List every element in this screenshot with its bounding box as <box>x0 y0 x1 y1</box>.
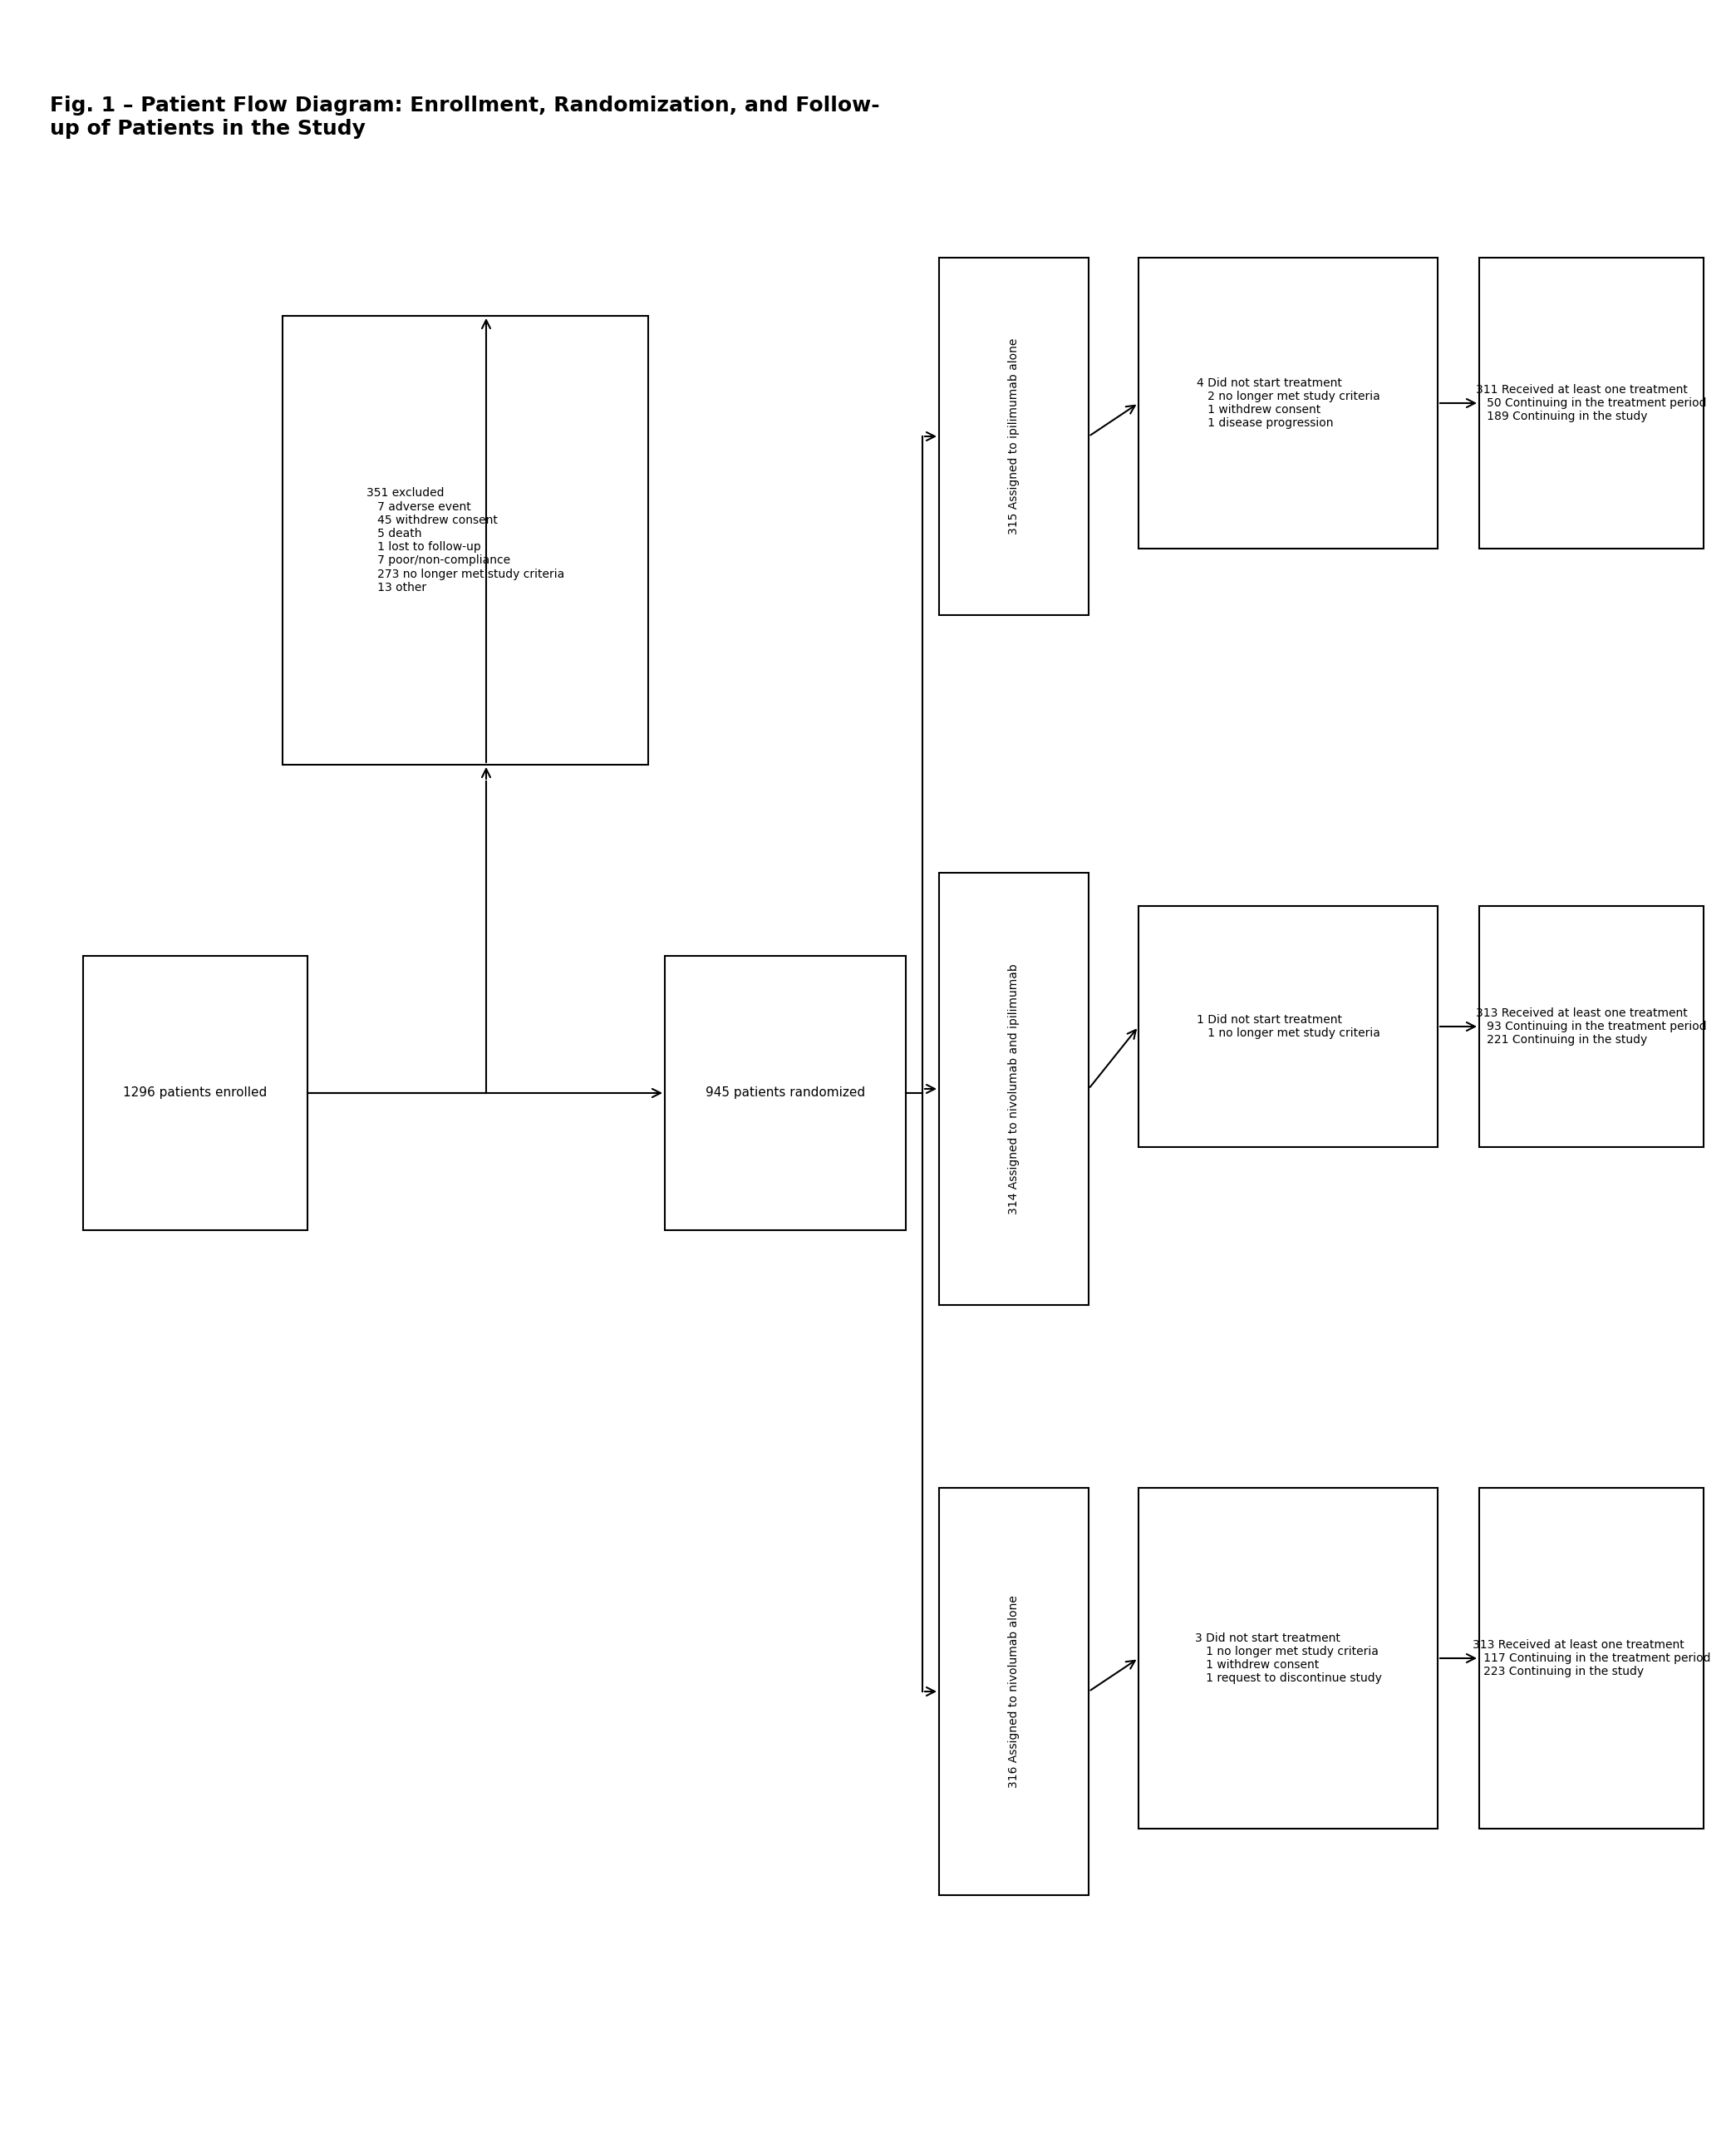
Bar <box>83 955 307 1230</box>
Bar <box>1139 258 1437 550</box>
Bar <box>1479 1488 1703 1829</box>
Text: 1 Did not start treatment
   1 no longer met study criteria: 1 Did not start treatment 1 no longer me… <box>1196 1013 1380 1039</box>
Text: Fig. 1 – Patient Flow Diagram: Enrollment, Randomization, and Follow-
up of Pati: Fig. 1 – Patient Flow Diagram: Enrollmen… <box>50 97 880 140</box>
Bar <box>939 258 1088 614</box>
Text: 313 Received at least one treatment
   117 Continuing in the treatment period
  : 313 Received at least one treatment 117 … <box>1472 1638 1710 1677</box>
Bar <box>1139 1488 1437 1829</box>
Bar <box>1479 258 1703 550</box>
Bar <box>1139 906 1437 1146</box>
Bar <box>939 874 1088 1305</box>
Bar <box>665 955 906 1230</box>
Bar <box>939 1488 1088 1896</box>
Text: 315 Assigned to ipilimumab alone: 315 Assigned to ipilimumab alone <box>1009 337 1019 535</box>
Text: 316 Assigned to nivolumab alone: 316 Assigned to nivolumab alone <box>1009 1595 1019 1788</box>
Bar <box>1479 906 1703 1146</box>
Text: 314 Assigned to nivolumab and ipilimumab: 314 Assigned to nivolumab and ipilimumab <box>1009 964 1019 1215</box>
Text: 313 Received at least one treatment
   93 Continuing in the treatment period
   : 313 Received at least one treatment 93 C… <box>1476 1007 1706 1046</box>
Text: 1296 patients enrolled: 1296 patients enrolled <box>123 1086 267 1099</box>
Text: 351 excluded
   7 adverse event
   45 withdrew consent
   5 death
   1 lost to f: 351 excluded 7 adverse event 45 withdrew… <box>366 487 564 593</box>
Text: 311 Received at least one treatment
   50 Continuing in the treatment period
   : 311 Received at least one treatment 50 C… <box>1476 384 1706 423</box>
Text: 945 patients randomized: 945 patients randomized <box>705 1086 865 1099</box>
Text: 4 Did not start treatment
   2 no longer met study criteria
   1 withdrew consen: 4 Did not start treatment 2 no longer me… <box>1196 378 1380 429</box>
Bar <box>283 316 648 764</box>
Text: 3 Did not start treatment
   1 no longer met study criteria
   1 withdrew consen: 3 Did not start treatment 1 no longer me… <box>1194 1632 1382 1683</box>
